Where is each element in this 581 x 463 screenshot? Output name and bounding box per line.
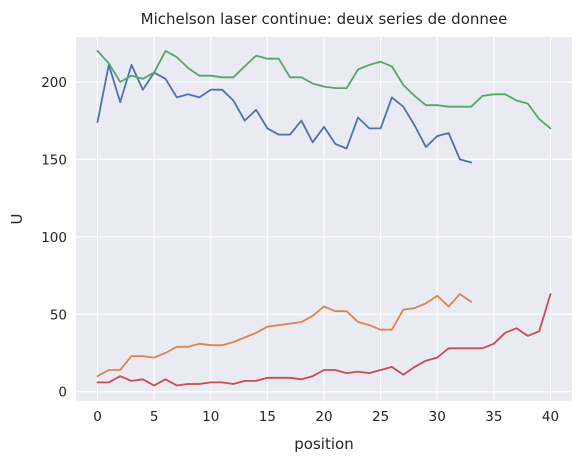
x-tick-label: 5 <box>150 409 159 425</box>
x-tick-label: 35 <box>485 409 502 425</box>
x-tick-label: 0 <box>93 409 102 425</box>
x-axis-label: position <box>294 435 353 453</box>
y-tick-label: 100 <box>41 230 67 246</box>
x-tick-label: 10 <box>202 409 219 425</box>
x-tick-label: 15 <box>259 409 276 425</box>
x-tick-label: 40 <box>542 409 559 425</box>
x-tick-label: 30 <box>429 409 446 425</box>
y-tick-label: 200 <box>41 75 67 91</box>
y-tick-label: 150 <box>41 152 67 168</box>
y-axis-label: U <box>8 214 26 225</box>
y-tick-label: 50 <box>50 307 67 323</box>
x-tick-label: 25 <box>372 409 389 425</box>
x-tick-label: 20 <box>315 409 332 425</box>
y-tick-label: 0 <box>58 385 67 401</box>
chart-title: Michelson laser continue: deux series de… <box>141 10 508 28</box>
